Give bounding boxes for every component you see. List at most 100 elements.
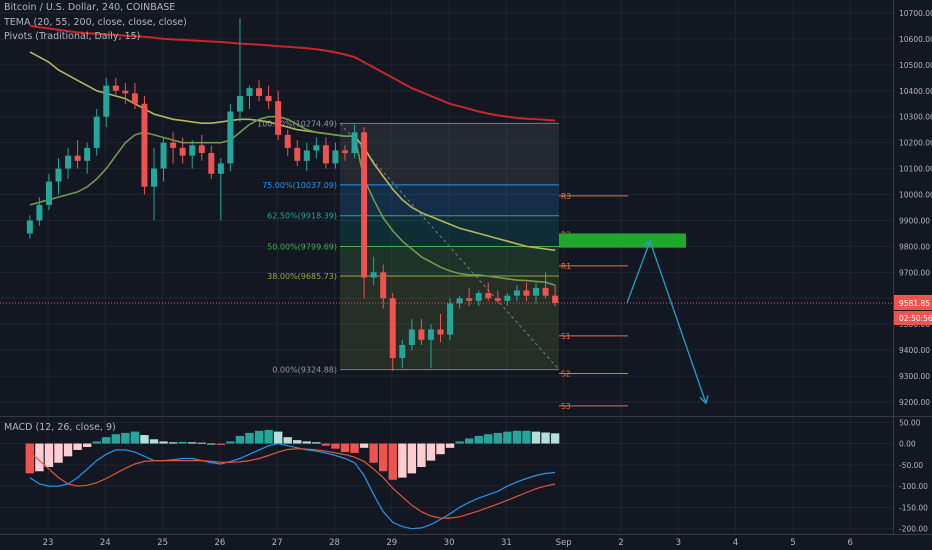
candle-body (466, 298, 473, 301)
macd-histogram-bar (63, 443, 73, 457)
macd-histogram-bar (92, 441, 101, 444)
macd-histogram-bar (436, 443, 445, 455)
price-tick-label: 10500.00 (899, 61, 932, 70)
candle-body (380, 272, 387, 299)
candle-body (408, 329, 415, 345)
macd-histogram-bar (522, 430, 531, 444)
time-tick-label: 26 (214, 538, 225, 548)
forecast-drawings[interactable] (559, 233, 709, 405)
macd-histogram-bar (359, 443, 369, 448)
macd-histogram-bar (512, 430, 522, 444)
macd-signal-line (29, 448, 556, 519)
macd-histogram-bar (82, 443, 92, 447)
macd-histogram-bar (111, 434, 121, 444)
candle-body (542, 287, 549, 296)
candle-body (437, 329, 444, 335)
last-price-badge (894, 294, 932, 310)
candle-body (523, 290, 530, 296)
macd-histogram-bar (379, 443, 388, 472)
time-tick-label: 29 (386, 538, 397, 548)
macd-histogram-bar (426, 443, 436, 461)
macd-tick-label: -150.00 (899, 503, 928, 512)
macd-tick-label: 0.00 (899, 440, 916, 449)
candle-body (494, 298, 501, 301)
macd-histogram-bar (197, 442, 206, 444)
macd-histogram-bar (130, 431, 140, 444)
fib-level-label: 0.00%(9324.88) (272, 366, 337, 375)
macd-histogram-bar (102, 437, 111, 444)
candle-body (236, 95, 243, 112)
candle-body (103, 85, 110, 117)
candle-body (294, 147, 301, 161)
candle-body (65, 155, 72, 169)
price-tick-label: 10100.00 (899, 165, 932, 174)
legend-symbol[interactable]: Bitcoin / U.S. Dollar, 240, COINBASE (4, 2, 176, 13)
macd-histogram-bar (541, 432, 550, 444)
fib-level-label: 38.00%(9685.73) (267, 272, 337, 281)
macd-histogram-bar (388, 443, 397, 480)
macd-histogram-bar (417, 443, 426, 467)
macd-line (29, 442, 556, 530)
fib-zone (340, 215, 559, 247)
candle-body (170, 142, 177, 148)
candle-body (160, 142, 167, 169)
candle-body (533, 287, 540, 296)
candle-body (265, 95, 272, 102)
macd-pane (25, 429, 560, 530)
candle-body (456, 298, 463, 304)
macd-histogram-bar (254, 430, 264, 444)
macd-histogram-bar (321, 443, 331, 446)
macd-histogram-bar (207, 443, 216, 445)
macd-histogram-bar (531, 431, 541, 444)
macd-histogram-bar (149, 439, 159, 444)
macd-histogram-bar (188, 442, 197, 444)
candle-body (370, 272, 377, 278)
macd-histogram-bar (25, 443, 35, 474)
candle-body (256, 88, 263, 96)
macd-histogram-bar (226, 441, 235, 444)
legend-macd[interactable]: MACD (12, 26, close, 9) (4, 422, 116, 433)
candle-body (284, 134, 291, 148)
pivot-label: S1 (561, 332, 571, 341)
macd-histogram-bar (54, 443, 63, 463)
legend-pivots[interactable]: Pivots (Traditional, Daily, 15) (4, 31, 141, 42)
fib-level-label: 62.50%(9918.39) (267, 212, 337, 221)
macd-histogram-bar (283, 437, 292, 444)
macd-histogram-bar (455, 441, 464, 444)
macd-histogram-bar (140, 435, 149, 444)
tema-55-line (29, 51, 556, 252)
price-tick-label: 9400.00 (899, 346, 930, 355)
candle-body (351, 132, 358, 154)
candle-body (246, 88, 253, 96)
macd-histogram-bar (464, 438, 474, 444)
time-tick-label: 23 (43, 538, 54, 548)
macd-histogram-bar (73, 443, 82, 450)
candle-body (399, 344, 406, 358)
fib-level-label: 50.00%(9799.69) (267, 242, 337, 251)
candle-body (141, 103, 148, 187)
candle-body (151, 168, 158, 187)
macd-histogram-bar (168, 442, 178, 444)
time-tick-label: 25 (157, 538, 168, 548)
macd-histogram-bar (312, 442, 321, 444)
candle-body (475, 293, 482, 301)
legend-tema[interactable]: TEMA (20, 55, 200, close, close, close) (4, 17, 187, 28)
candle-body (275, 101, 282, 135)
candle-body (303, 150, 310, 161)
candle-body (447, 303, 454, 335)
tema-lines (29, 24, 556, 287)
countdown-value: 02:50:56 (899, 314, 932, 323)
macd-histogram-bar (35, 443, 44, 472)
candle-body (513, 290, 520, 296)
pivot-label: R1 (561, 262, 571, 271)
target-zone (559, 233, 686, 248)
fib-zone (340, 184, 559, 216)
fib-retracement[interactable]: 100.00%(10274.49)75.00%(10037.09)62.50%(… (257, 119, 560, 375)
candle-body (322, 145, 329, 164)
macd-tick-label: -100.00 (899, 482, 928, 491)
macd-tick-label: -50.00 (899, 461, 923, 470)
candle-body (93, 116, 100, 148)
price-tick-label: 10700.00 (899, 9, 932, 18)
fib-level-label: 75.00%(10037.09) (262, 181, 337, 190)
